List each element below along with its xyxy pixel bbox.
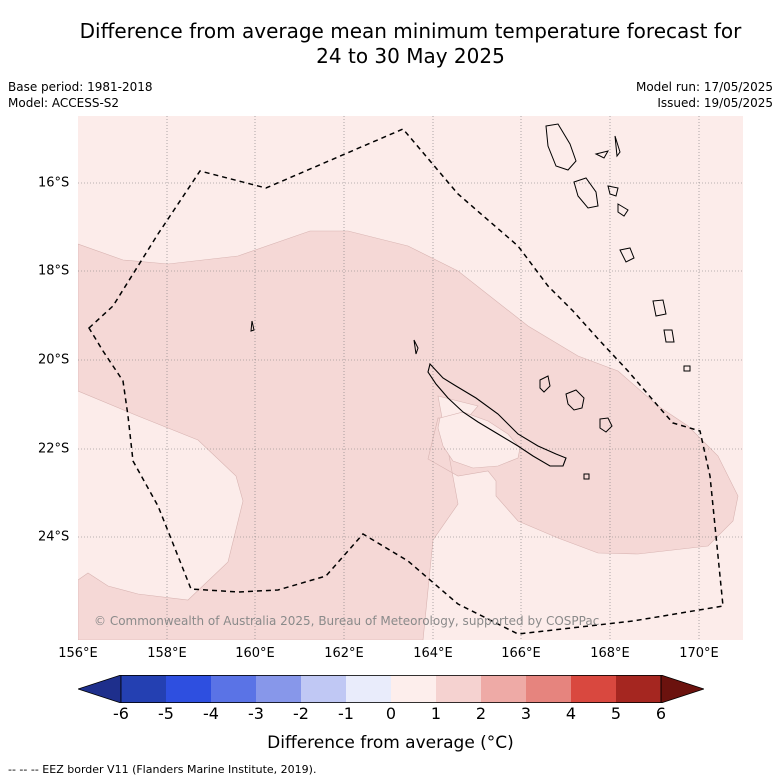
eez-legend-footer: -- -- -- EEZ border V11 (Flanders Marine… xyxy=(8,763,317,776)
lon-label-162e: 162°E xyxy=(324,646,364,661)
epi-island xyxy=(607,185,619,197)
colorbar-frame xyxy=(120,675,662,703)
issued-label: Issued: 19/05/2025 xyxy=(657,96,773,110)
ouvea-island xyxy=(539,375,551,393)
lon-label-166e: 166°E xyxy=(501,646,541,661)
hunter-islet xyxy=(683,365,691,372)
belep-islet xyxy=(413,339,419,355)
colorbar-segment xyxy=(571,675,616,703)
colorbar-tick-label: -5 xyxy=(158,704,174,723)
colorbar-tick-label: 0 xyxy=(385,704,397,723)
model-label: Model: ACCESS-S2 xyxy=(8,96,120,110)
colorbar-segment xyxy=(211,675,256,703)
ambae-island xyxy=(594,150,610,159)
colorbar-segment xyxy=(166,675,211,703)
title-line-2: 24 to 30 May 2025 xyxy=(316,44,505,68)
right-metadata: Model run: 17/05/2025 Issued: 19/05/2025 xyxy=(636,79,773,111)
colorbar-segment xyxy=(616,675,661,703)
tanna-island xyxy=(652,299,667,317)
colorbar-tick-label: 4 xyxy=(565,704,577,723)
chesterfield-islet xyxy=(250,320,255,332)
graticule xyxy=(78,116,743,640)
colorbar-tick-label: 1 xyxy=(430,704,442,723)
colorbar-segment xyxy=(526,675,571,703)
left-metadata: Base period: 1981-2018 Model: ACCESS-S2 xyxy=(8,79,153,111)
malekula-island xyxy=(573,177,599,209)
forecast-map xyxy=(78,116,743,640)
espiritu-santo-island xyxy=(545,123,577,171)
copyright-notice: © Commonwealth of Australia 2025, Bureau… xyxy=(94,614,600,628)
colorbar-tick-label: -4 xyxy=(203,704,219,723)
lat-label-20s: 20°S xyxy=(38,352,70,368)
colorbar-segment xyxy=(301,675,346,703)
efate-island xyxy=(617,203,629,217)
colorbar-segment xyxy=(481,675,526,703)
colorbar-tick-label: -3 xyxy=(248,704,264,723)
mare-island xyxy=(599,417,613,433)
lifou-island xyxy=(565,389,585,411)
erromango-island xyxy=(619,247,635,263)
colorbar-segment xyxy=(436,675,481,703)
map-title: Difference from average mean minimum tem… xyxy=(40,19,781,69)
colorbar-extend-low xyxy=(78,675,122,703)
maewo-island xyxy=(614,135,621,158)
colorbar-tick-label: 5 xyxy=(610,704,622,723)
lat-label-22s: 22°S xyxy=(38,441,70,457)
colorbar-tick-label: 6 xyxy=(655,704,667,723)
lon-label-160e: 160°E xyxy=(235,646,275,661)
model-run-label: Model run: 17/05/2025 xyxy=(635,80,773,94)
lon-label-164e: 164°E xyxy=(413,646,453,661)
colorbar-tick-label: -1 xyxy=(338,704,354,723)
colorbar-segment xyxy=(256,675,301,703)
colorbar-tick-label: -2 xyxy=(293,704,309,723)
colorbar-segment xyxy=(391,675,436,703)
lon-label-170e: 170°E xyxy=(679,646,719,661)
title-line-1: Difference from average mean minimum tem… xyxy=(79,19,742,43)
lat-label-16s: 16°S xyxy=(38,175,70,191)
lat-label-18s: 18°S xyxy=(38,263,70,279)
colorbar xyxy=(78,675,704,703)
colorbar-extend-high xyxy=(660,675,704,703)
colorbar-segment xyxy=(346,675,391,703)
anomaly-pocket-light xyxy=(437,411,521,469)
aneityum-island xyxy=(663,329,675,343)
lon-label-158e: 158°E xyxy=(147,646,187,661)
colorbar-title: Difference from average (°C) xyxy=(267,733,514,753)
lon-label-168e: 168°E xyxy=(590,646,630,661)
anomaly-region-main xyxy=(78,230,739,640)
colorbar-segment xyxy=(121,675,166,703)
new-caledonia-island xyxy=(427,362,567,467)
colorbar-tick-label: -6 xyxy=(113,704,129,723)
lon-label-156e: 156°E xyxy=(58,646,98,661)
lat-label-24s: 24°S xyxy=(38,529,70,545)
walpole-islet xyxy=(583,473,590,480)
colorbar-tick-label: 2 xyxy=(475,704,487,723)
colorbar-tick-label: 3 xyxy=(520,704,532,723)
base-period-label: Base period: 1981-2018 xyxy=(8,80,153,94)
